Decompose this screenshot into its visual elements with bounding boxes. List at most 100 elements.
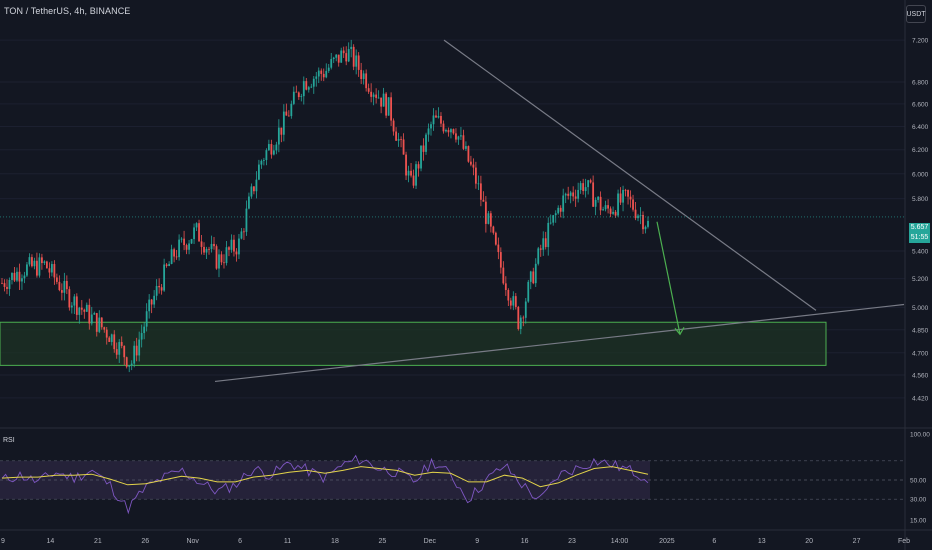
- x-tick-label: 23: [568, 538, 576, 545]
- ascending-trendline[interactable]: [214, 303, 905, 383]
- demand-zone[interactable]: [0, 321, 827, 366]
- candle-body: [150, 299, 153, 305]
- candle-body: [205, 248, 208, 253]
- candle-body: [465, 146, 467, 149]
- candle-body: [270, 144, 273, 155]
- price-tick-label: 4.420: [912, 395, 929, 402]
- candle-body: [305, 81, 308, 90]
- candle-body: [277, 127, 280, 145]
- candle-body: [3, 283, 6, 287]
- candle-body: [280, 127, 283, 135]
- projection-arrow[interactable]: [656, 221, 685, 336]
- candle-body: [427, 128, 430, 135]
- candle-body: [195, 223, 198, 228]
- candle-body: [577, 189, 580, 199]
- candle-body: [395, 131, 397, 141]
- candle-body: [504, 283, 507, 291]
- candle-body: [190, 239, 193, 244]
- candle-body: [497, 244, 500, 253]
- rsi-tick-label: 100.00: [910, 432, 930, 439]
- candle-body: [425, 134, 427, 152]
- candle-body: [479, 183, 482, 200]
- candle-body: [100, 317, 103, 328]
- descending-trendline[interactable]: [443, 39, 817, 311]
- candle-body: [33, 260, 36, 267]
- candle-body: [50, 264, 53, 273]
- candle-body: [88, 304, 91, 324]
- price-tick-label: 6.200: [912, 147, 929, 154]
- candle-body: [602, 209, 605, 211]
- candle-body: [153, 295, 156, 305]
- candle-body: [559, 207, 562, 212]
- candle-body: [487, 213, 490, 224]
- candle-body: [113, 334, 116, 350]
- last-price-tag: 5.657: [909, 223, 930, 233]
- candle-body: [417, 164, 420, 169]
- candle-body: [210, 243, 213, 250]
- candle-body: [248, 196, 250, 209]
- candle-body: [632, 199, 634, 210]
- candle-body: [494, 232, 497, 245]
- candle-body: [360, 69, 363, 79]
- x-tick-label: 14: [47, 538, 55, 545]
- candle-body: [110, 334, 113, 342]
- x-tick-label: 20: [805, 538, 813, 545]
- candle-body: [287, 115, 290, 117]
- candle-body: [380, 97, 383, 107]
- price-tick-label: 4.700: [912, 350, 929, 357]
- candle-body: [370, 91, 373, 97]
- price-tick-label: 4.850: [912, 327, 929, 334]
- price-axis[interactable]: 7.200 6.800 6.600 6.400 6.200 6.000 5.800 5.400…: [912, 38, 929, 403]
- candle-body: [507, 290, 510, 301]
- candle-body: [385, 93, 388, 116]
- candle-body: [98, 317, 101, 332]
- x-tick-label: 6: [712, 538, 716, 545]
- candle-body: [145, 311, 148, 327]
- candle-body: [549, 222, 552, 224]
- candle-body: [168, 263, 171, 266]
- candle-body: [78, 307, 81, 315]
- x-tick-label: 18: [331, 538, 339, 545]
- price-tick-label: 6.600: [912, 101, 929, 108]
- x-tick-label: Dec: [424, 538, 437, 545]
- candle-body: [430, 124, 432, 129]
- time-axis[interactable]: 9 14 21 26 Nov 6 11 18 25 Dec 9 16 23 14:00 2025 6 13 20 2…: [1, 538, 910, 545]
- x-tick-label: 11: [284, 538, 291, 545]
- candle-body: [415, 164, 417, 186]
- rsi-tick-label: 30.00: [910, 497, 927, 504]
- candle-body: [38, 257, 41, 276]
- candle-body: [529, 271, 532, 282]
- candle-body: [193, 227, 195, 240]
- candle-body: [534, 263, 537, 284]
- candle-body: [450, 129, 452, 133]
- candle-body: [36, 260, 38, 276]
- candle-body: [352, 46, 355, 67]
- candle-body: [460, 135, 462, 137]
- candle-body: [405, 154, 407, 176]
- candle-body: [574, 196, 577, 199]
- candle-body: [612, 211, 614, 214]
- candle-body: [267, 144, 270, 151]
- candle-body: [133, 345, 136, 364]
- candle-body: [619, 193, 622, 203]
- x-tick-label: Nov: [186, 538, 199, 545]
- currency-button[interactable]: USDT: [906, 5, 926, 23]
- candle-body: [582, 183, 585, 192]
- candle-body: [243, 231, 245, 233]
- candle-body: [65, 280, 68, 290]
- candles: [1, 39, 649, 373]
- candle-body: [522, 317, 525, 319]
- candle-body: [203, 246, 205, 253]
- candle-body: [422, 145, 425, 152]
- candle-body: [567, 193, 570, 196]
- candle-body: [390, 97, 392, 121]
- candle-body: [642, 214, 644, 230]
- candle-body: [622, 189, 624, 203]
- candle-body: [258, 164, 260, 180]
- candle-body: [455, 133, 457, 140]
- candle-body: [477, 183, 480, 185]
- candle-body: [213, 243, 215, 247]
- candle-body: [155, 285, 158, 296]
- candle-body: [564, 193, 567, 196]
